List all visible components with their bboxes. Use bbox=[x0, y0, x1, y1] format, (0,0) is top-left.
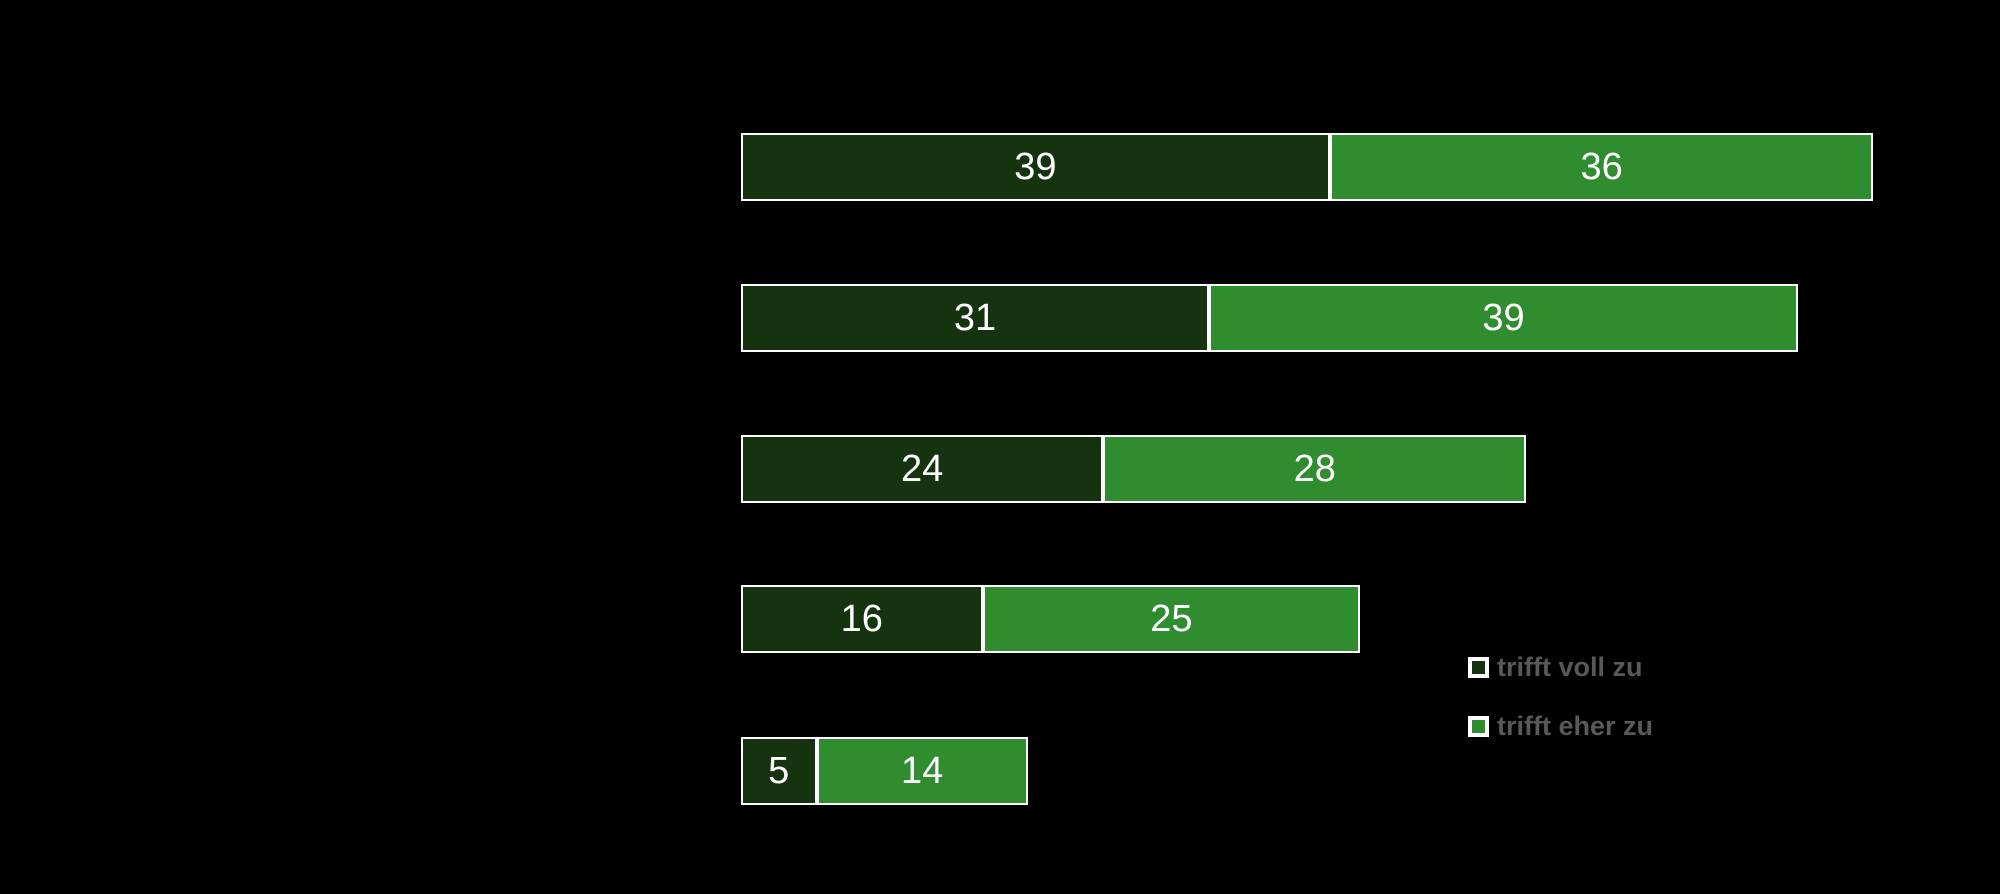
bar-segment-trifft-voll-zu: 16 bbox=[741, 585, 983, 653]
bar-value-label: 24 bbox=[901, 448, 944, 490]
bar-segment-trifft-eher-zu: 39 bbox=[1209, 284, 1798, 352]
legend-swatch-trifft-voll-zu bbox=[1468, 657, 1489, 678]
bar-row: 24 28 bbox=[741, 435, 1527, 503]
bar-row: 16 25 bbox=[741, 585, 1361, 653]
legend-item-trifft-voll-zu: trifft voll zu bbox=[1468, 654, 1642, 681]
bar-value-label: 39 bbox=[1482, 297, 1525, 339]
bar-segment-trifft-eher-zu: 25 bbox=[982, 585, 1361, 653]
legend-label-trifft-eher-zu: trifft eher zu bbox=[1497, 711, 1654, 741]
bar-row: 39 36 bbox=[741, 133, 1874, 201]
bar-value-label: 16 bbox=[840, 598, 883, 640]
bar-segment-trifft-eher-zu: 36 bbox=[1329, 133, 1874, 201]
legend-label-trifft-voll-zu: trifft voll zu bbox=[1497, 652, 1643, 682]
bar-value-label: 39 bbox=[1014, 146, 1057, 188]
bar-value-label: 31 bbox=[953, 297, 997, 339]
legend-swatch-trifft-eher-zu bbox=[1468, 716, 1489, 737]
bar-value-label: 5 bbox=[768, 750, 790, 792]
bar-segment-trifft-voll-zu: 31 bbox=[741, 284, 1210, 352]
legend-item-trifft-eher-zu: trifft eher zu bbox=[1468, 713, 1653, 740]
bar-value-label: 14 bbox=[901, 750, 944, 792]
bar-row: 5 14 bbox=[741, 737, 1028, 805]
bar-row: 31 39 bbox=[741, 284, 1798, 352]
bar-segment-trifft-voll-zu: 5 bbox=[741, 737, 817, 805]
bar-segment-trifft-voll-zu: 24 bbox=[741, 435, 1104, 503]
bar-value-label: 25 bbox=[1150, 598, 1193, 640]
bar-segment-trifft-voll-zu: 39 bbox=[741, 133, 1330, 201]
bar-value-label: 28 bbox=[1293, 448, 1336, 490]
bar-value-label: 36 bbox=[1580, 146, 1623, 188]
bar-segment-trifft-eher-zu: 14 bbox=[816, 737, 1028, 805]
bar-segment-trifft-eher-zu: 28 bbox=[1103, 435, 1527, 503]
